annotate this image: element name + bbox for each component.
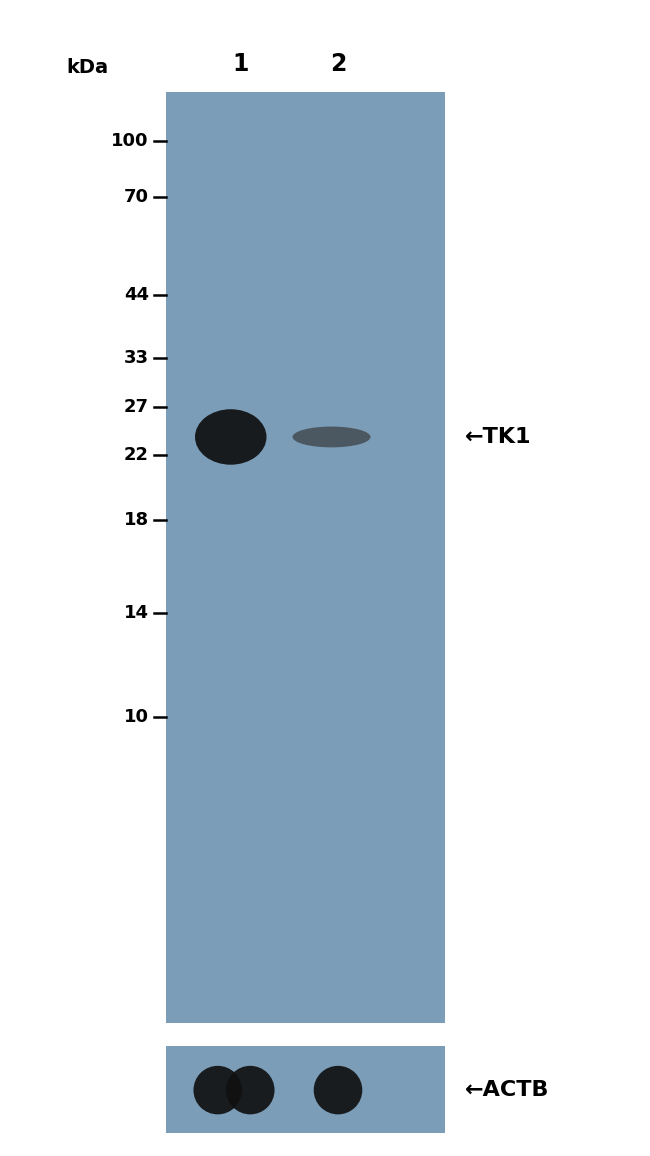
Text: ←ACTB: ←ACTB [465,1080,549,1101]
Text: 14: 14 [124,603,149,622]
Text: 27: 27 [124,398,149,416]
Text: 18: 18 [124,511,149,529]
Ellipse shape [194,1066,242,1114]
Text: ←TK1: ←TK1 [465,427,531,447]
Text: 70: 70 [124,187,149,206]
Ellipse shape [195,409,266,465]
Bar [166,1046,445,1133]
Text: 33: 33 [124,349,149,368]
Text: 22: 22 [124,446,149,465]
Ellipse shape [292,427,370,447]
Text: kDa: kDa [67,58,109,76]
Text: 10: 10 [124,707,149,726]
Text: 1: 1 [232,52,249,75]
Text: 2: 2 [330,52,346,75]
Ellipse shape [314,1066,362,1114]
Text: 44: 44 [124,286,149,304]
Text: 100: 100 [111,132,149,150]
Bar [166,92,445,1023]
Ellipse shape [226,1066,274,1114]
